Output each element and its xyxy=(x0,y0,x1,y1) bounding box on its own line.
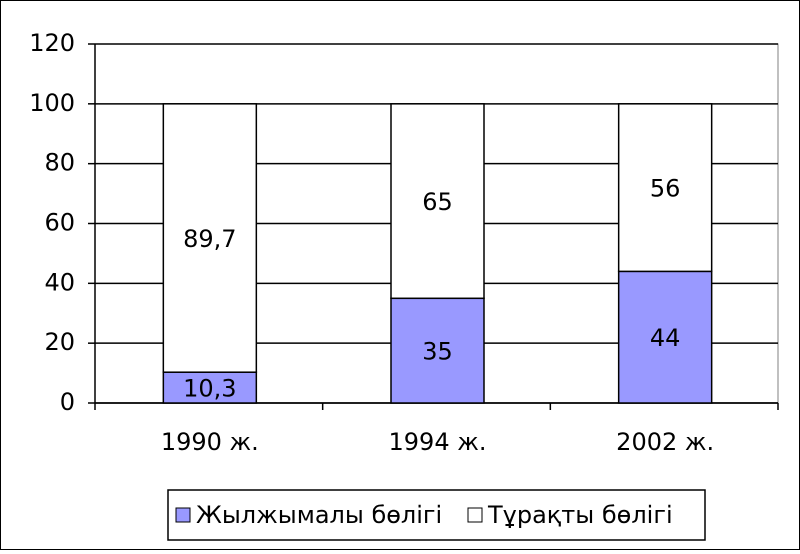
bar xyxy=(162,371,258,404)
legend-label: Тұрақты бөлігі xyxy=(487,501,673,529)
bar xyxy=(390,297,485,404)
data-label: 56 xyxy=(650,175,681,203)
bar xyxy=(617,270,713,404)
data-label: 89,7 xyxy=(183,225,236,253)
legend-swatch xyxy=(175,507,191,523)
bar xyxy=(617,103,713,273)
legend-swatch xyxy=(467,507,483,523)
legend-label: Жылжымалы бөлігі xyxy=(196,501,442,529)
data-label: 65 xyxy=(422,188,453,216)
data-label: 35 xyxy=(422,338,453,366)
y-tick-label: 100 xyxy=(29,89,75,117)
data-label: 10,3 xyxy=(183,375,236,403)
data-label: 44 xyxy=(650,324,681,352)
y-tick-label: 120 xyxy=(29,29,75,57)
bar xyxy=(390,103,485,300)
y-tick-label: 80 xyxy=(44,149,75,177)
y-tick-label: 60 xyxy=(44,209,75,237)
legend-box xyxy=(167,489,706,541)
x-tick-label: 1990 ж. xyxy=(161,428,259,456)
y-tick-label: 0 xyxy=(60,388,75,416)
x-tick-label: 1994 ж. xyxy=(389,428,487,456)
x-tick-label: 2002 ж. xyxy=(616,428,714,456)
y-tick-label: 40 xyxy=(44,268,75,296)
bar xyxy=(162,103,258,373)
y-tick-label: 20 xyxy=(44,328,75,356)
